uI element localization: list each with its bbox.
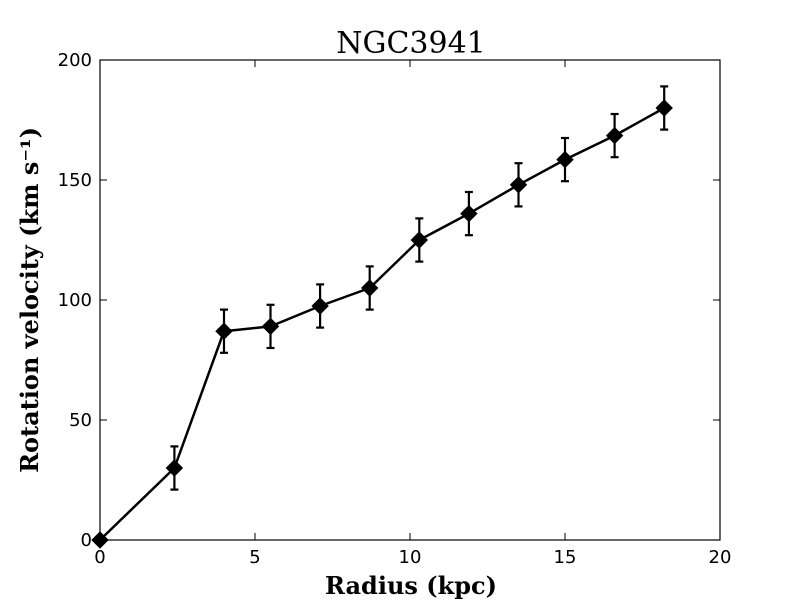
data-point — [509, 176, 528, 194]
data-point — [91, 531, 109, 549]
x-tick-label: 5 — [249, 547, 260, 568]
y-axis-label: Rotation velocity (km s⁻¹) — [15, 127, 44, 473]
data-point — [261, 317, 280, 336]
y-tick-label: 100 — [58, 290, 92, 311]
x-tick-label: 10 — [399, 547, 422, 568]
y-tick-label: 200 — [58, 50, 92, 71]
y-tick-label: 150 — [58, 170, 92, 191]
series-line — [99, 106, 665, 541]
data-point — [360, 279, 379, 297]
data-point — [311, 297, 329, 315]
data-point — [165, 459, 184, 477]
data-point — [215, 322, 233, 340]
x-axis-label: Radius (kpc) — [325, 571, 497, 600]
data-point — [605, 126, 624, 145]
plot-frame — [99, 59, 721, 541]
x-tick-label: 0 — [94, 547, 105, 568]
y-tick-label: 50 — [69, 410, 92, 431]
data-point — [655, 99, 673, 117]
y-tick-label: 0 — [81, 530, 92, 551]
chart-title: NGC3941 — [336, 26, 486, 61]
data-point — [410, 231, 429, 249]
data-point — [556, 150, 574, 169]
x-tick-label: 15 — [554, 547, 577, 568]
x-tick-label: 20 — [709, 547, 732, 568]
data-point — [460, 204, 478, 223]
